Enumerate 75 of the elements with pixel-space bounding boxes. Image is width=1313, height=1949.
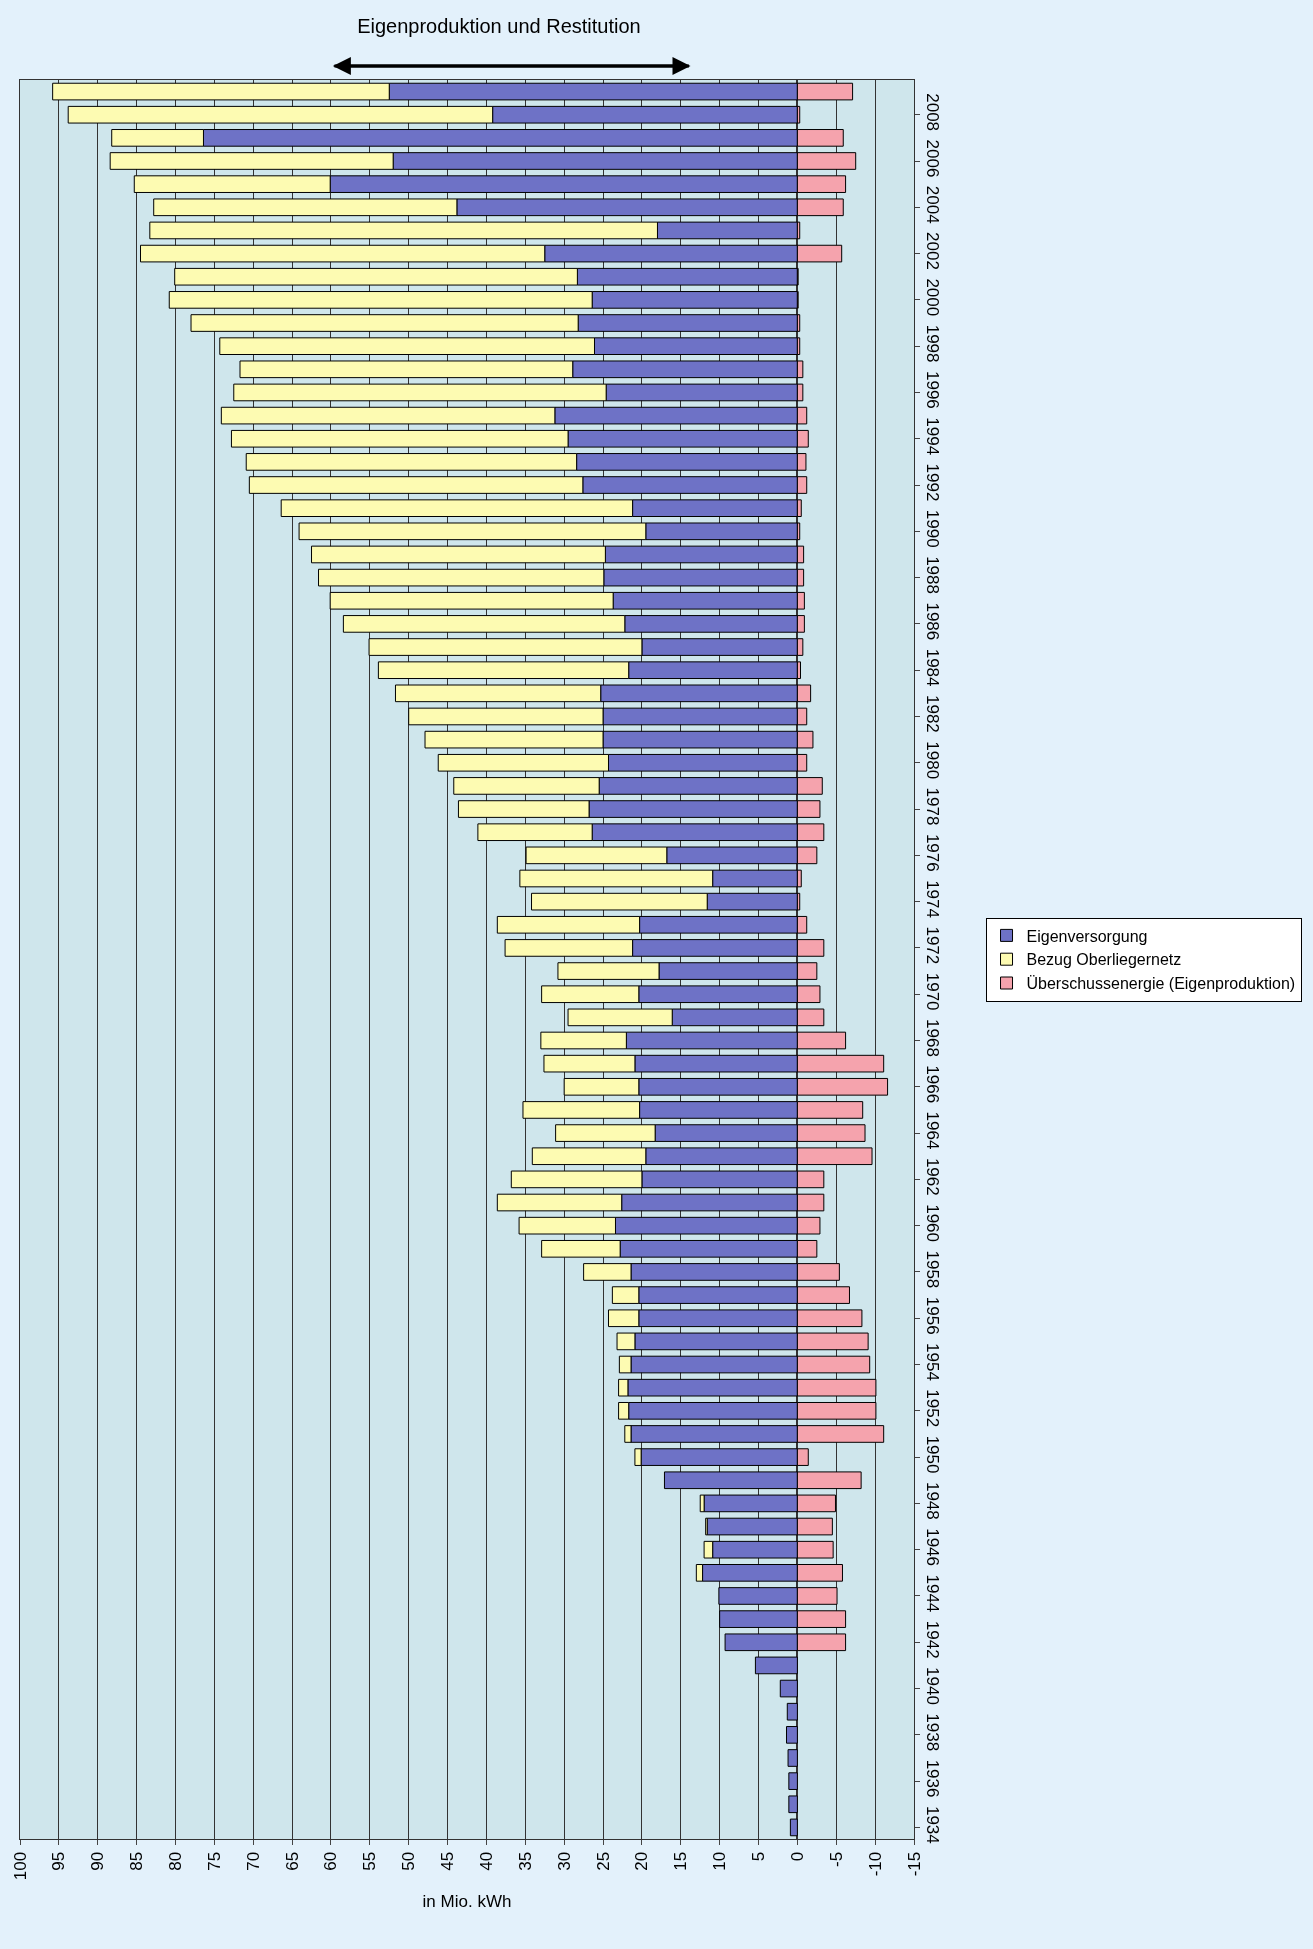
- x-tick-label: 20: [632, 1851, 652, 1871]
- legend-label: Eigenversorgung: [1026, 927, 1148, 945]
- x-tick-label: 0: [787, 1851, 807, 1862]
- bar: [789, 1818, 798, 1837]
- y-tick-label: 1974: [922, 880, 942, 918]
- y-tick-label: 1962: [922, 1157, 942, 1196]
- y-tick-label: 1992: [922, 463, 942, 502]
- x-tick-label: 25: [593, 1851, 613, 1871]
- x-tick-label: 75: [204, 1851, 224, 1871]
- y-tick-label: 1948: [922, 1481, 942, 1520]
- y-tick-label: 1996: [922, 370, 942, 409]
- y-tick-label: 1980: [922, 741, 942, 780]
- x-tick-label: -5: [826, 1851, 846, 1867]
- x-tick-label: -10: [865, 1851, 885, 1877]
- y-tick-label: 1998: [922, 324, 942, 363]
- x-tick-label: 15: [671, 1851, 691, 1871]
- bar: [787, 1749, 798, 1767]
- y-tick-label: 1952: [922, 1389, 942, 1428]
- x-tick-label: 100: [10, 1851, 30, 1881]
- legend-label: Bezug Oberliegernetz: [1026, 951, 1182, 969]
- y-tick-label: 1986: [922, 602, 942, 641]
- y-tick-label: 1944: [922, 1574, 942, 1613]
- y-tick-label: 1970: [922, 972, 942, 1011]
- x-tick-label: 65: [282, 1851, 302, 1871]
- y-tick-label: 1976: [922, 833, 942, 872]
- x-tick-label: 10: [710, 1851, 730, 1871]
- bar: [779, 1679, 798, 1698]
- y-tick-label: 1988: [922, 556, 942, 594]
- y-tick-label: 1936: [922, 1759, 942, 1798]
- x-tick-label: 95: [49, 1851, 69, 1871]
- y-tick-label: 1946: [922, 1528, 942, 1567]
- y-tick-label: 1960: [922, 1204, 942, 1243]
- y-tick-label: 1982: [922, 695, 942, 733]
- x-tick-label: 80: [166, 1851, 185, 1871]
- y-tick-label: 2006: [922, 139, 942, 178]
- bar: [754, 1656, 798, 1675]
- legend-label: Überschussenergie (Eigenproduktion): [1026, 975, 1296, 993]
- y-tick-label: 1954: [922, 1343, 942, 1381]
- y-tick-label: 2008: [922, 93, 942, 132]
- y-tick-label: 1934: [922, 1805, 942, 1844]
- y-tick-label: 1956: [922, 1296, 942, 1335]
- y-tick-label: 1972: [922, 926, 942, 965]
- bar: [788, 1772, 798, 1790]
- y-tick-label: 1978: [922, 787, 942, 826]
- bar: [786, 1702, 798, 1721]
- chart-title: Eigenproduktion und Restitution: [357, 15, 641, 38]
- y-tick-label: 2004: [922, 185, 942, 224]
- bar: [786, 1726, 798, 1744]
- y-tick-label: 1940: [922, 1667, 942, 1705]
- x-tick-label: 55: [360, 1851, 380, 1871]
- x-tick-label: 50: [399, 1851, 419, 1871]
- x-tick-label: 45: [438, 1851, 458, 1871]
- y-tick-label: 1966: [922, 1065, 942, 1104]
- y-tick-label: 1994: [922, 417, 942, 456]
- x-tick-label: 40: [476, 1851, 496, 1871]
- x-axis-title: in Mio. kWh: [422, 1891, 512, 1911]
- y-tick-label: 1964: [922, 1111, 942, 1150]
- y-tick-label: 1938: [922, 1713, 942, 1752]
- x-tick-label: 70: [243, 1851, 263, 1871]
- y-tick-label: 1942: [922, 1620, 942, 1659]
- y-tick-label: 2002: [922, 232, 942, 270]
- x-tick-label: 60: [321, 1851, 341, 1871]
- y-tick-label: 1968: [922, 1019, 942, 1057]
- bar: [788, 1795, 798, 1814]
- x-tick-label: 5: [749, 1851, 769, 1862]
- x-tick-label: -15: [904, 1851, 924, 1877]
- y-tick-label: 1984: [922, 648, 942, 687]
- y-tick-label: 1990: [922, 509, 942, 548]
- y-tick-label: 1950: [922, 1435, 942, 1474]
- x-tick-label: 30: [554, 1851, 574, 1871]
- y-tick-label: 1958: [922, 1250, 942, 1289]
- x-tick-label: 85: [127, 1851, 147, 1871]
- x-tick-label: 90: [88, 1851, 108, 1871]
- x-tick-label: 35: [515, 1851, 535, 1871]
- y-tick-label: 2000: [922, 278, 942, 317]
